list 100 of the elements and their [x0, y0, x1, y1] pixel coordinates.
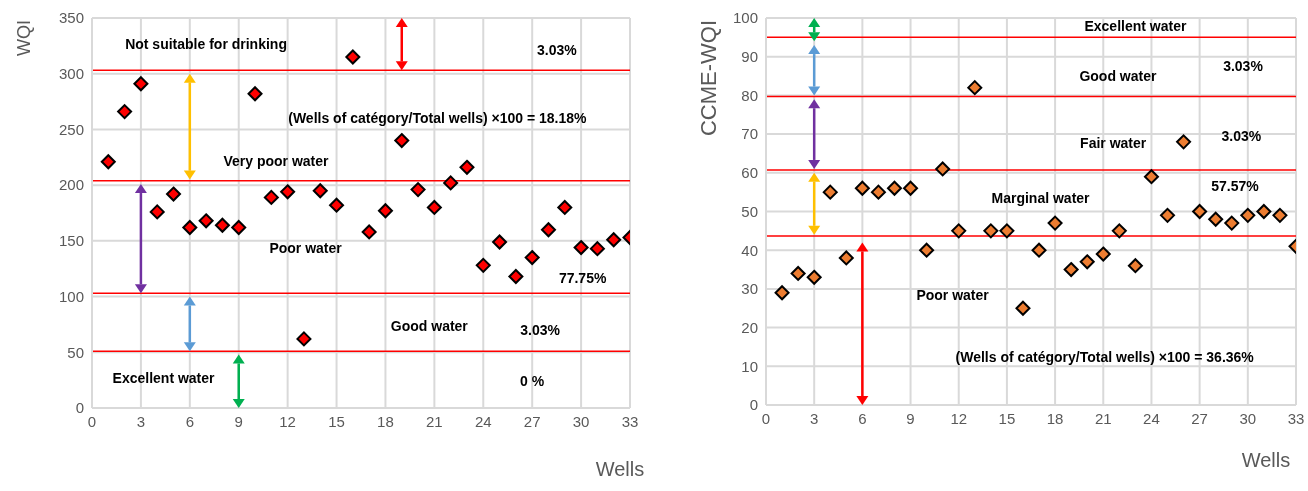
point	[967, 80, 983, 96]
x-tick-label: 15	[998, 409, 1016, 427]
y-tick-label: 300	[58, 65, 84, 83]
annotation: 3.03%	[536, 42, 578, 59]
x-tick-label: 30	[1239, 409, 1257, 427]
y-tick-label: 100	[58, 287, 84, 305]
point	[361, 224, 377, 240]
y-axis-title: CCME-WQI	[695, 20, 721, 137]
y-tick-label: 350	[58, 9, 84, 27]
point	[1224, 215, 1240, 231]
point	[589, 241, 605, 257]
point	[100, 154, 116, 170]
point	[426, 199, 442, 215]
x-tick-label: 21	[1094, 409, 1112, 427]
point	[806, 269, 822, 285]
point	[214, 217, 230, 233]
y-tick-label: 100	[732, 9, 758, 27]
x-tick-label: 0	[87, 412, 97, 430]
y-tick-label: 80	[741, 86, 758, 104]
y-tick-label: 40	[741, 241, 758, 259]
point	[247, 86, 263, 102]
point	[524, 250, 540, 266]
x-tick-label: 12	[279, 412, 296, 430]
y-tick-label: 250	[58, 120, 84, 138]
x-tick-label: 27	[523, 412, 541, 430]
point	[540, 222, 556, 238]
point	[492, 234, 508, 250]
annotation: Very poor water	[223, 152, 330, 169]
point	[854, 180, 870, 196]
y-tick-label: 200	[58, 176, 84, 194]
y-tick-label: 0	[749, 396, 758, 414]
annotation: 0 %	[520, 373, 545, 390]
point	[1063, 262, 1079, 278]
point	[410, 182, 426, 198]
point	[870, 184, 886, 200]
y-axis-title: WQI	[14, 20, 34, 56]
annotation: 3.03%	[1221, 127, 1262, 144]
y-tick-label: 30	[741, 280, 758, 298]
point	[329, 197, 345, 213]
y-tick-label: 20	[741, 318, 758, 336]
y-tick-label: 90	[741, 48, 758, 66]
annotation: Fair water	[1080, 134, 1147, 151]
x-tick-label: 24	[1143, 409, 1160, 427]
x-axis-title: Wells	[595, 458, 645, 480]
point	[1015, 300, 1031, 316]
point	[822, 184, 838, 200]
point	[377, 203, 393, 219]
y-tick-label: 50	[67, 343, 84, 361]
point	[1031, 242, 1047, 258]
x-tick-label: 9	[906, 409, 915, 427]
point	[573, 240, 589, 256]
point	[919, 242, 935, 258]
annotation: Good water	[1079, 68, 1157, 85]
point	[935, 161, 951, 177]
point	[508, 269, 524, 285]
point	[475, 257, 491, 273]
annotation: (Wells of catégory/Total wells) ×100 = 36.36%	[955, 349, 1255, 366]
annotation: Poor water	[916, 287, 990, 304]
annotation: Good water	[390, 317, 469, 334]
x-tick-label: 30	[572, 412, 590, 430]
x-tick-label: 6	[185, 412, 194, 430]
point	[312, 183, 328, 199]
point	[1192, 204, 1208, 219]
point	[838, 250, 854, 266]
x-tick-label: 33	[1287, 409, 1305, 427]
x-tick-label: 3	[810, 409, 819, 427]
x-tick-label: 33	[621, 412, 639, 430]
x-tick-label: 3	[136, 412, 146, 430]
x-tick-label: 15	[328, 412, 345, 430]
y-tick-label: 150	[58, 232, 84, 250]
point	[1127, 258, 1143, 274]
point	[296, 331, 312, 347]
annotation: (Wells of catégory/Total wells) ×100 = 18.18%	[288, 110, 588, 127]
point	[886, 180, 902, 196]
y-tick-label: 60	[741, 164, 758, 182]
point	[1111, 223, 1127, 239]
point	[1095, 246, 1111, 262]
x-tick-label: 18	[377, 412, 394, 430]
y-tick-label: 50	[741, 202, 758, 220]
point	[606, 232, 622, 248]
y-tick-label: 10	[741, 357, 758, 375]
point	[1272, 207, 1288, 223]
point	[459, 159, 475, 175]
point	[149, 204, 165, 220]
x-tick-label: 27	[1191, 409, 1208, 427]
point	[790, 265, 806, 281]
point	[231, 219, 247, 235]
point	[1143, 169, 1159, 185]
point	[999, 223, 1015, 239]
x-tick-label: 18	[1046, 409, 1064, 427]
point	[280, 184, 296, 200]
point	[198, 213, 214, 229]
annotation: Poor water	[269, 240, 343, 257]
y-tick-label: 70	[741, 125, 758, 143]
x-tick-label: 0	[761, 409, 771, 427]
x-tick-label: 12	[950, 409, 968, 427]
annotation: 3.03%	[520, 322, 561, 338]
point	[117, 104, 133, 120]
point	[182, 219, 198, 235]
annotation: Not suitable for drinking	[125, 35, 287, 52]
